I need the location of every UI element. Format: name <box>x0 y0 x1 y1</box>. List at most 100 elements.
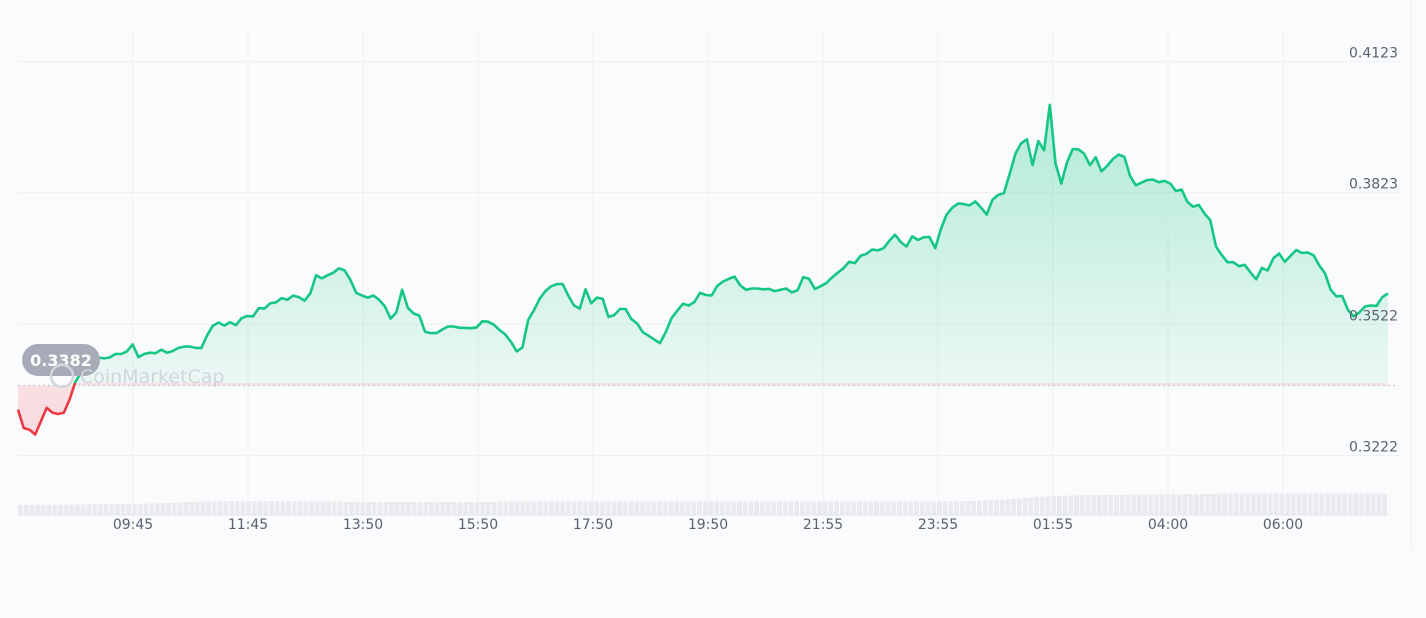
volume-bar <box>480 501 486 515</box>
volume-bar <box>1028 497 1034 515</box>
volume-bar <box>269 501 274 515</box>
volume-bar <box>120 503 126 515</box>
volume-bar <box>611 501 617 515</box>
volume-bar <box>63 504 69 515</box>
volume-bar <box>463 501 468 515</box>
volume-bar <box>486 501 491 515</box>
volume-bar <box>1165 494 1171 515</box>
volume-bar <box>628 501 634 515</box>
volume-bar <box>394 501 400 515</box>
volume-bar <box>1034 497 1039 515</box>
volume-bar <box>965 500 971 515</box>
volume-bar <box>1216 493 1222 515</box>
volume-bar <box>520 501 526 515</box>
volume-bar <box>971 500 976 515</box>
volume-bar <box>605 501 611 515</box>
volume-bar <box>331 501 337 515</box>
volume-bar <box>240 501 246 515</box>
volume-bar <box>868 501 874 515</box>
volume-bar <box>326 501 331 515</box>
volume-bar <box>817 501 822 515</box>
volume-bar <box>411 501 417 515</box>
volume-bar <box>697 501 702 515</box>
volume-bar <box>172 502 177 515</box>
volume-bar <box>143 503 149 515</box>
volume-bar <box>234 501 240 515</box>
watermark: CoinMarketCap <box>49 363 225 389</box>
volume-bar <box>754 501 760 515</box>
x-tick-label: 15:50 <box>458 517 498 533</box>
x-tick-label: 01:55 <box>1033 517 1073 533</box>
volume-bar <box>874 501 879 515</box>
volume-bar <box>543 501 548 515</box>
volume-bar <box>229 501 234 515</box>
volume-bar <box>1193 493 1199 515</box>
volume-bar <box>97 504 103 515</box>
volume-bar <box>1348 493 1353 515</box>
volume-bar <box>52 504 57 515</box>
volume-bar <box>925 501 931 515</box>
volume-bar <box>423 501 428 515</box>
volume-bar <box>377 501 383 515</box>
x-tick-label: 13:50 <box>343 517 383 533</box>
volume-bar <box>29 504 35 515</box>
volume-bar <box>451 501 457 515</box>
y-tick-label: 0.3823 <box>1349 177 1398 193</box>
volume-bar <box>1148 494 1153 515</box>
x-tick-label: 11:45 <box>228 517 268 533</box>
volume-bar <box>274 501 280 515</box>
volume-bar <box>46 504 52 515</box>
volume-bar <box>777 501 782 515</box>
x-tick-label: 06:00 <box>1263 517 1303 533</box>
volume-bar <box>1376 493 1382 515</box>
volume-bar <box>748 501 754 515</box>
price-line-up <box>73 103 1389 383</box>
volume-bar <box>1068 495 1074 515</box>
volume-bar <box>206 501 212 515</box>
volume-bar <box>908 501 914 515</box>
volume-bar <box>617 501 623 515</box>
volume-bar <box>982 500 988 515</box>
x-axis: 09:45 11:45 13:50 15:50 17:50 19:50 21:55 23:55… <box>113 517 1303 533</box>
volume-bar <box>1039 496 1045 515</box>
volume-bar <box>680 501 685 515</box>
x-tick-label: 17:50 <box>573 517 613 533</box>
volume-bar <box>879 501 885 515</box>
volume-bar <box>800 501 805 515</box>
volume-bar <box>731 501 737 515</box>
volume-bar <box>149 503 154 515</box>
volume-bar <box>891 501 897 515</box>
y-tick-label: 0.4123 <box>1349 46 1398 62</box>
volume-bar <box>212 501 217 515</box>
x-tick-label: 21:55 <box>803 517 843 533</box>
reference-badge-label: 0.3382 <box>30 351 92 370</box>
volume-bar <box>1262 493 1268 515</box>
volume-bar <box>937 501 942 515</box>
volume-bar <box>371 501 377 515</box>
volume-bar <box>999 499 1005 515</box>
volume-bar <box>634 501 640 515</box>
volume-bar <box>640 501 645 515</box>
volume-bar <box>383 501 389 515</box>
volume-bar <box>931 501 937 515</box>
volume-bar <box>18 504 23 515</box>
volume-bar <box>217 501 223 515</box>
volume-bar <box>822 501 828 515</box>
volume-bar <box>40 504 46 515</box>
volume-bar <box>1182 494 1188 515</box>
volume-bar <box>1136 494 1142 515</box>
volume-bar <box>1142 494 1148 515</box>
volume-bar <box>1188 494 1193 515</box>
volume-bar <box>583 501 588 515</box>
volume-bar <box>1233 493 1239 515</box>
price-area-up <box>74 104 1388 383</box>
volume-bar <box>223 501 229 515</box>
watermark-logo <box>49 363 75 389</box>
volume-bar <box>548 501 554 515</box>
volume-bar <box>623 501 628 515</box>
volume-bar <box>526 501 531 515</box>
volume-bar <box>69 504 75 515</box>
volume-bar <box>1005 499 1011 515</box>
